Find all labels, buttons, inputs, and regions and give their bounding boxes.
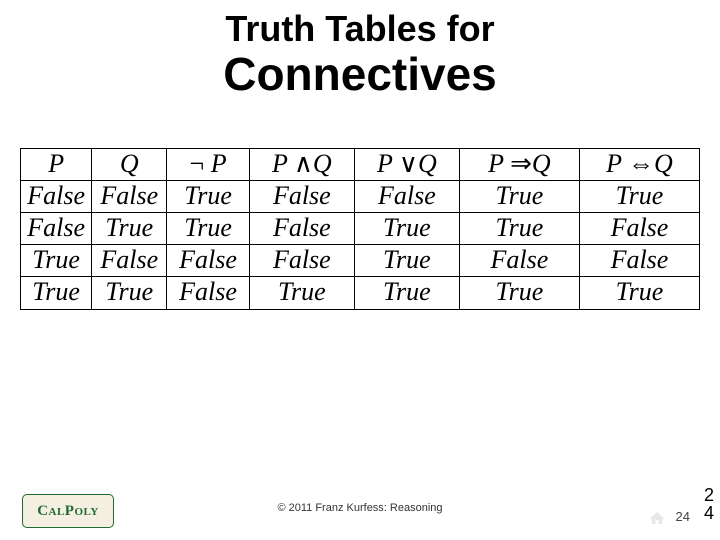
table-row: False True True False True True False: [21, 213, 700, 245]
cell-or: True: [354, 277, 459, 309]
col-not-P: ¬ P: [167, 148, 250, 180]
cell-P: False: [21, 213, 92, 245]
col-P-imp-Q: P ⇒Q: [459, 148, 579, 180]
cell-or: False: [354, 181, 459, 213]
cell-P: False: [21, 181, 92, 213]
page-number-outer-bot: 4: [704, 504, 714, 522]
cell-iff: True: [579, 181, 699, 213]
table-row: True False False False True False False: [21, 245, 700, 277]
cell-Q: True: [92, 277, 167, 309]
cell-notP: False: [167, 245, 250, 277]
table-header-row: P Q ¬ P P ∧Q P ∨Q P ⇒Q P ⇔Q: [21, 148, 700, 180]
page-number-outer: 2 4: [704, 486, 714, 522]
cell-and: True: [249, 277, 354, 309]
cell-and: False: [249, 181, 354, 213]
table-row: True True False True True True True: [21, 277, 700, 309]
cell-Q: False: [92, 181, 167, 213]
cell-iff: True: [579, 277, 699, 309]
calpoly-logo-box: CalPoly: [22, 494, 114, 528]
cell-P: True: [21, 245, 92, 277]
truth-table-container: P Q ¬ P P ∧Q P ∨Q P ⇒Q P ⇔Q False False …: [0, 148, 720, 310]
cell-imp: True: [459, 277, 579, 309]
title-line-1: Truth Tables for: [0, 8, 720, 49]
cell-iff: False: [579, 213, 699, 245]
calpoly-logo: CalPoly: [22, 494, 112, 526]
title-line-2: Connectives: [0, 49, 720, 100]
cell-Q: False: [92, 245, 167, 277]
cell-notP: True: [167, 181, 250, 213]
cell-P: True: [21, 277, 92, 309]
cell-notP: True: [167, 213, 250, 245]
col-P-and-Q: P ∧Q: [249, 148, 354, 180]
cell-iff: False: [579, 245, 699, 277]
col-Q: Q: [92, 148, 167, 180]
page-number-outer-top: 2: [704, 486, 714, 504]
cell-and: False: [249, 213, 354, 245]
cell-imp: False: [459, 245, 579, 277]
cell-Q: True: [92, 213, 167, 245]
calpoly-logo-text: CalPoly: [37, 503, 99, 520]
col-P-iff-Q: P ⇔Q: [579, 148, 699, 180]
cell-notP: False: [167, 277, 250, 309]
table-row: False False True False False True True: [21, 181, 700, 213]
cell-imp: True: [459, 181, 579, 213]
truth-table: P Q ¬ P P ∧Q P ∨Q P ⇒Q P ⇔Q False False …: [20, 148, 700, 310]
cell-imp: True: [459, 213, 579, 245]
cell-and: False: [249, 245, 354, 277]
col-P-or-Q: P ∨Q: [354, 148, 459, 180]
cell-or: True: [354, 213, 459, 245]
col-P: P: [21, 148, 92, 180]
home-icon: [648, 510, 666, 526]
cell-or: True: [354, 245, 459, 277]
slide-title-block: Truth Tables for Connectives: [0, 0, 720, 100]
page-number-inner: 24: [676, 509, 690, 524]
